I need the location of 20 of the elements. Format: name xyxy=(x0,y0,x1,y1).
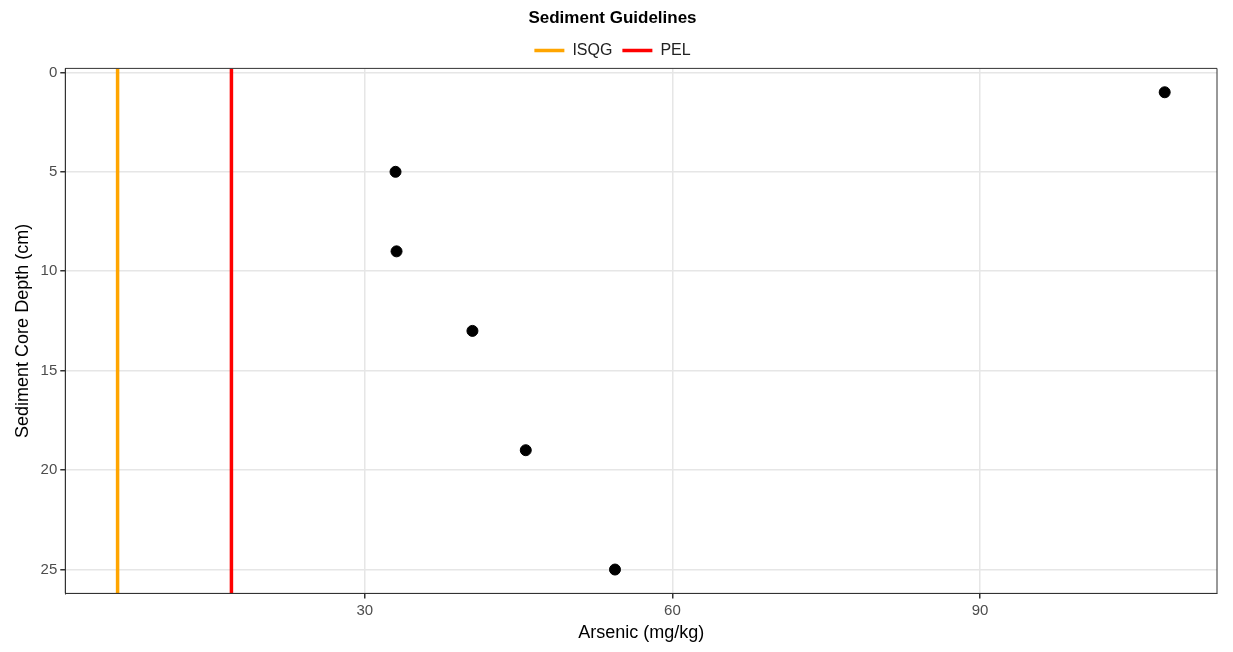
y-tick-label: 10 xyxy=(40,261,58,279)
x-axis-title: Arsenic (mg/kg) xyxy=(578,622,705,643)
point xyxy=(519,444,532,457)
y-tick-label: 0 xyxy=(48,62,58,80)
y-tick-label: 25 xyxy=(40,559,58,577)
point xyxy=(389,165,402,178)
point xyxy=(1158,86,1171,99)
x-tick-label: 30 xyxy=(356,600,374,618)
y-tick-label: 15 xyxy=(40,360,58,378)
x-tick-label: 60 xyxy=(664,600,681,618)
point xyxy=(466,324,479,337)
point xyxy=(608,563,621,576)
legend-title: Sediment Guidelines xyxy=(528,8,697,28)
y-axis-title: Sediment Core Depth (cm) xyxy=(11,223,32,438)
x-tick-label: 90 xyxy=(971,600,989,618)
legend-label: ISQG xyxy=(572,40,613,58)
y-tick-label: 20 xyxy=(40,460,58,478)
point xyxy=(390,245,403,258)
legend-label: PEL xyxy=(660,40,691,58)
y-tick-label: 5 xyxy=(48,161,58,179)
